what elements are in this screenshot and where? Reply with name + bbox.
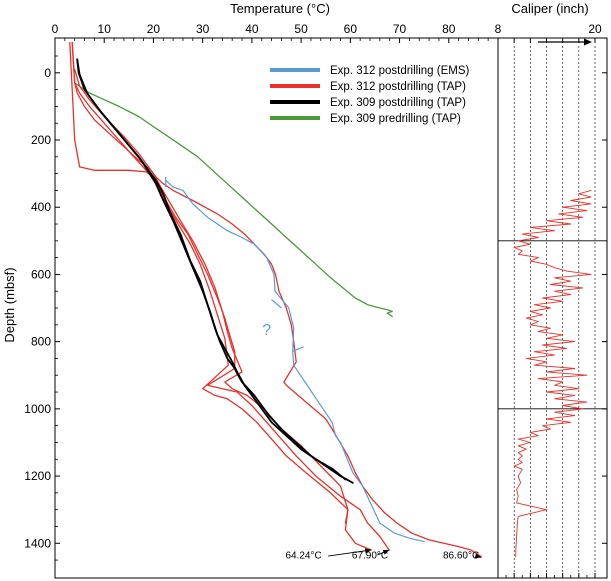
depth-tick-label: 600 (31, 267, 51, 281)
depth-tick-label: 1400 (24, 536, 51, 550)
annotation-arrowhead (364, 548, 372, 554)
temperature-tick-label: 80 (442, 22, 456, 36)
caliper-series-line (513, 189, 592, 558)
caliper-axis-title: Caliper (inch) (511, 1, 588, 16)
series-line-309-predrilling (74, 82, 393, 318)
temperature-annotation-group: ? 64.24°C 67.90°C 86.60°C (262, 322, 482, 561)
temperature-tick-group: 0 10 20 30 40 50 60 70 80 (52, 22, 489, 43)
series-line-309-postdrilling-tap (76, 58, 354, 484)
temperature-annotation-label: 64.24°C (285, 550, 321, 561)
temperature-tick-label: 10 (98, 22, 112, 36)
temperature-tick-label: 70 (393, 22, 407, 36)
temperature-annotation-label: 67.90°C (352, 550, 388, 561)
temperature-annotation-label: 86.60°C (443, 550, 479, 561)
depth-tick-label: 800 (31, 335, 51, 349)
caliper-plot-frame (497, 37, 608, 579)
ems-tick-mark (292, 346, 304, 353)
caliper-series-group (513, 189, 592, 558)
depth-tick-label: 200 (31, 133, 51, 147)
depth-axis-title: Depth (mbsf) (2, 267, 17, 342)
temperature-tick-label: 30 (196, 22, 210, 36)
temperature-tick-label: 50 (294, 22, 308, 36)
legend-label: Exp. 312 postdrilling (TAP) (330, 81, 466, 93)
temperature-tick-label: 20 (147, 22, 161, 36)
uncertainty-annotation: ? (262, 322, 271, 339)
annotation-arrowhead (474, 553, 482, 559)
depth-tick-label: 400 (31, 200, 51, 214)
temperature-tick-label: 40 (245, 22, 259, 36)
arrow-icon (538, 38, 592, 46)
series-line-312-postdrilling-ems (165, 179, 425, 543)
ems-tick-mark (271, 299, 282, 309)
depth-tick-label: 0 (44, 66, 51, 80)
temperature-axis-title: Temperature (°C) (230, 1, 330, 16)
legend: Exp. 312 postdrilling (EMS) Exp. 312 post… (270, 65, 470, 125)
depth-tick-group: 0 200 400 600 800 1000 1200 1400 (24, 55, 60, 561)
caliper-grid-group (498, 46, 607, 578)
temperature-tick-label: 60 (344, 22, 358, 36)
annotation-arrowhead (382, 550, 390, 555)
temperature-tick-label: 0 (52, 22, 59, 36)
temperature-series-group (69, 41, 482, 558)
series-line-312-postdrilling-tap (71, 41, 390, 551)
series-line-312-postdrilling-tap (69, 41, 372, 551)
legend-label: Exp. 309 predrilling (TAP) (330, 113, 461, 125)
series-line-309-postdrilling-tap (76, 58, 347, 481)
legend-label: Exp. 312 postdrilling (EMS) (330, 65, 470, 77)
caliper-tick-group: 8 20 (495, 22, 607, 578)
depth-tick-label: 1200 (24, 469, 51, 483)
legend-label: Exp. 309 postdrilling (TAP) (330, 97, 466, 109)
caliper-tick-label: 20 (588, 22, 602, 36)
annotation-arrow (328, 549, 372, 557)
caliper-tick-label: 8 (495, 22, 502, 36)
depth-tick-label: 1000 (24, 402, 51, 416)
series-line-312-postdrilling-tap (71, 41, 482, 558)
